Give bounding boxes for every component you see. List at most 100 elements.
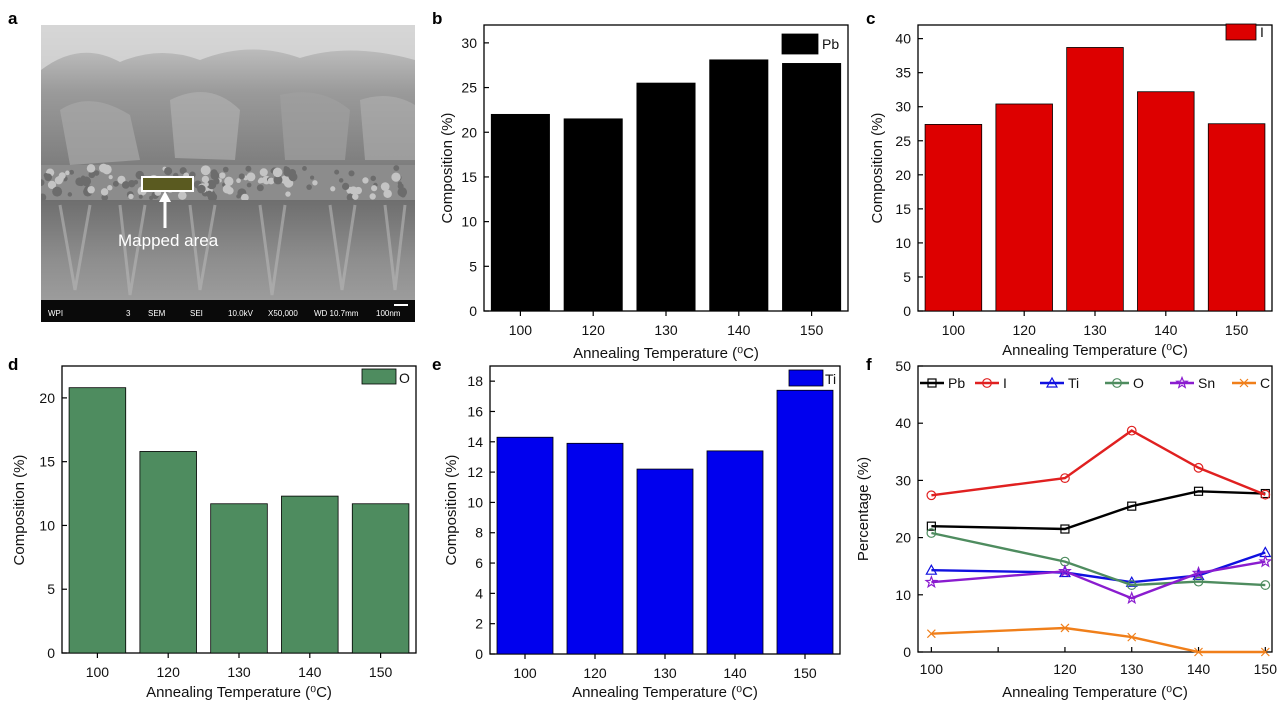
y-tick-label: 50 (895, 358, 911, 374)
y-axis-label: Composition (%) (869, 113, 886, 224)
data-point (1127, 632, 1137, 642)
legend-swatch (361, 368, 397, 385)
sem-grain (43, 172, 49, 178)
y-axis-label: Composition (%) (11, 455, 28, 566)
legend-label: Sn (1198, 375, 1215, 391)
legend-marker (1239, 378, 1249, 388)
sem-grain (273, 175, 283, 185)
x-tick-label: 140 (727, 322, 751, 338)
bar (1207, 123, 1266, 312)
panel-label-a: a (8, 9, 18, 28)
sem-grain (257, 178, 263, 184)
y-tick-label: 40 (895, 415, 911, 431)
sem-grain (334, 169, 340, 175)
y-tick-label: 6 (475, 555, 483, 571)
data-point (925, 563, 938, 575)
sem-grain (65, 170, 70, 176)
sem-grain (121, 181, 130, 189)
sem-micrograph (41, 25, 415, 322)
data-point (926, 521, 936, 531)
sem-grain (383, 189, 392, 199)
bar (68, 387, 127, 654)
sem-info-item: 3 (126, 309, 131, 318)
y-tick-label: 30 (895, 99, 911, 115)
sem-grain (259, 168, 268, 177)
sem-grain (302, 166, 307, 171)
x-tick-label: 130 (654, 322, 678, 338)
sem-grain (285, 191, 291, 197)
panel-label-e: e (432, 355, 441, 374)
bar (995, 103, 1053, 312)
sem-info-item: SEI (190, 309, 203, 318)
series-line-o (931, 531, 1266, 587)
legend-swatch (781, 33, 819, 55)
y-tick-label: 20 (461, 124, 477, 140)
sem-grain (88, 171, 96, 179)
sem-grain (288, 172, 298, 182)
y-tick-label: 10 (895, 235, 911, 251)
y-tick-label: 15 (39, 454, 55, 470)
sem-grain (236, 178, 241, 184)
data-point (1260, 489, 1271, 500)
y-tick-label: 25 (895, 133, 911, 149)
bar (636, 82, 696, 312)
panel-label-c: c (866, 9, 875, 28)
data-point (1193, 486, 1204, 496)
mapped-area-box (141, 176, 194, 192)
sem-grain (330, 186, 336, 192)
data-point (1260, 580, 1271, 590)
y-tick-label: 12 (467, 464, 483, 480)
data-point (1060, 473, 1070, 484)
series-line-sn (931, 560, 1266, 600)
y-axis-label: Composition (%) (443, 455, 460, 566)
data-point (1258, 554, 1273, 568)
sem-grain (272, 167, 283, 178)
data-point (1194, 647, 1203, 657)
sem-grain (200, 165, 211, 176)
bar (139, 451, 197, 654)
sem-grain (133, 179, 139, 185)
legend-label: Pb (948, 375, 965, 391)
x-axis-label: Annealing Temperature (⁰C) (1002, 684, 1188, 701)
sem-grain (41, 179, 45, 186)
y-tick-label: 35 (895, 65, 911, 81)
sem-grain (370, 175, 376, 182)
x-tick-label: 150 (369, 664, 393, 680)
bar (709, 59, 769, 312)
sem-grain (224, 176, 234, 186)
bar (1066, 47, 1124, 312)
data-point (1124, 590, 1139, 605)
y-tick-label: 10 (467, 494, 483, 510)
x-axis-label: Annealing Temperature (⁰C) (1002, 342, 1188, 359)
series-line-c (931, 626, 1266, 654)
y-tick-label: 10 (895, 587, 911, 603)
legend-label: Ti (1068, 375, 1079, 391)
sem-grain (98, 163, 109, 173)
sem-grain (179, 167, 187, 175)
sem-grain (362, 177, 369, 184)
x-tick-label: 120 (583, 665, 607, 681)
sem-grain (197, 184, 206, 194)
y-tick-label: 15 (461, 169, 477, 185)
sem-grain (101, 194, 109, 201)
sem-grain (393, 165, 400, 172)
sem-grain (93, 170, 100, 176)
y-tick-label: 20 (39, 390, 55, 406)
sem-grain (108, 175, 113, 180)
y-tick-label: 16 (467, 403, 483, 419)
bar (490, 113, 550, 312)
sem-grain (352, 193, 359, 200)
y-tick-label: 8 (475, 525, 483, 541)
y-axis-label: Percentage (%) (855, 457, 872, 561)
legend-swatch (1225, 23, 1257, 41)
x-tick-label: 120 (582, 322, 606, 338)
sem-grain (58, 172, 66, 180)
sem-grain (87, 185, 95, 194)
y-tick-label: 5 (903, 269, 911, 285)
x-tick-label: 120 (157, 664, 181, 680)
y-tick-label: 20 (895, 167, 911, 183)
x-tick-label: 140 (298, 664, 322, 680)
sem-info-item: WD 10.7mm (314, 309, 359, 318)
y-tick-label: 4 (475, 585, 483, 601)
